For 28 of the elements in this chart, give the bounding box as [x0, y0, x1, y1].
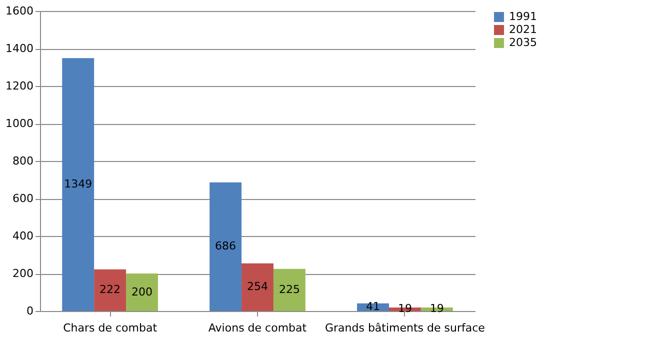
bar: [126, 274, 158, 311]
bar: [62, 58, 94, 311]
data-label: 200: [131, 285, 152, 298]
legend-label: 2035: [509, 36, 537, 49]
y-tick-label: 1400: [6, 42, 34, 55]
bar: [210, 182, 242, 311]
x-tick-label: Avions de combat: [208, 322, 308, 334]
data-label: 225: [278, 282, 300, 296]
y-tick-label: 200: [12, 267, 34, 280]
x-tick-label: Grands bâtiments de surface: [324, 322, 486, 334]
data-label: 686: [215, 240, 236, 253]
bar: [273, 268, 306, 311]
y-tick-label: 1000: [6, 117, 34, 130]
data-label: 1349: [64, 178, 92, 191]
y-tick-label: 600: [12, 192, 34, 205]
legend-label: 1991: [509, 10, 537, 23]
y-tick-label: 1600: [6, 4, 34, 18]
bar: [94, 269, 126, 311]
legend-label: 2021: [509, 23, 537, 36]
bar: [242, 263, 274, 311]
x-tick-label: Chars de combat: [63, 322, 158, 334]
y-tick-label: 1200: [6, 80, 34, 92]
data-label: 41: [366, 300, 380, 314]
y-tick-label: 400: [12, 230, 34, 242]
y-tick-label: 800: [12, 154, 34, 168]
data-label: 254: [247, 280, 268, 294]
data-label: 222: [100, 283, 121, 296]
y-tick-label: 0: [26, 304, 34, 318]
